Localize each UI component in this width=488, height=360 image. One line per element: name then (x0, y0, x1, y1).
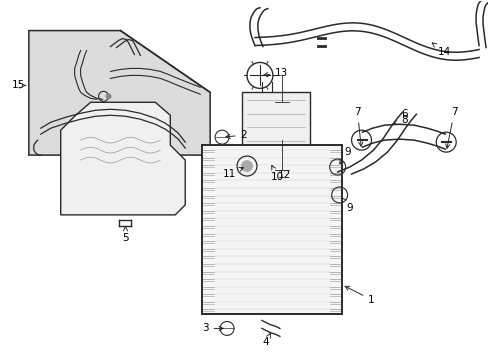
Text: 9: 9 (341, 198, 352, 213)
Text: 14: 14 (431, 43, 450, 58)
Text: 8: 8 (392, 115, 407, 125)
Text: 1: 1 (345, 286, 374, 305)
Text: 11: 11 (222, 167, 243, 179)
Bar (202, 145, 341, 315)
Polygon shape (29, 31, 210, 155)
Text: 13: 13 (263, 68, 288, 78)
Text: 12: 12 (278, 170, 291, 180)
Text: 2: 2 (225, 130, 247, 140)
Text: 5: 5 (122, 227, 128, 243)
Bar (242, 92, 309, 162)
Text: 10: 10 (271, 166, 284, 182)
Text: 7: 7 (445, 107, 457, 148)
Text: 6: 6 (400, 109, 407, 119)
Text: 9: 9 (339, 147, 350, 164)
Text: 7: 7 (353, 107, 362, 146)
Polygon shape (61, 102, 185, 215)
Text: 3: 3 (202, 323, 223, 333)
Bar (202, 145, 341, 315)
Circle shape (241, 160, 252, 172)
Circle shape (105, 93, 111, 99)
Text: 4: 4 (262, 333, 270, 347)
Text: 15: 15 (12, 80, 25, 90)
